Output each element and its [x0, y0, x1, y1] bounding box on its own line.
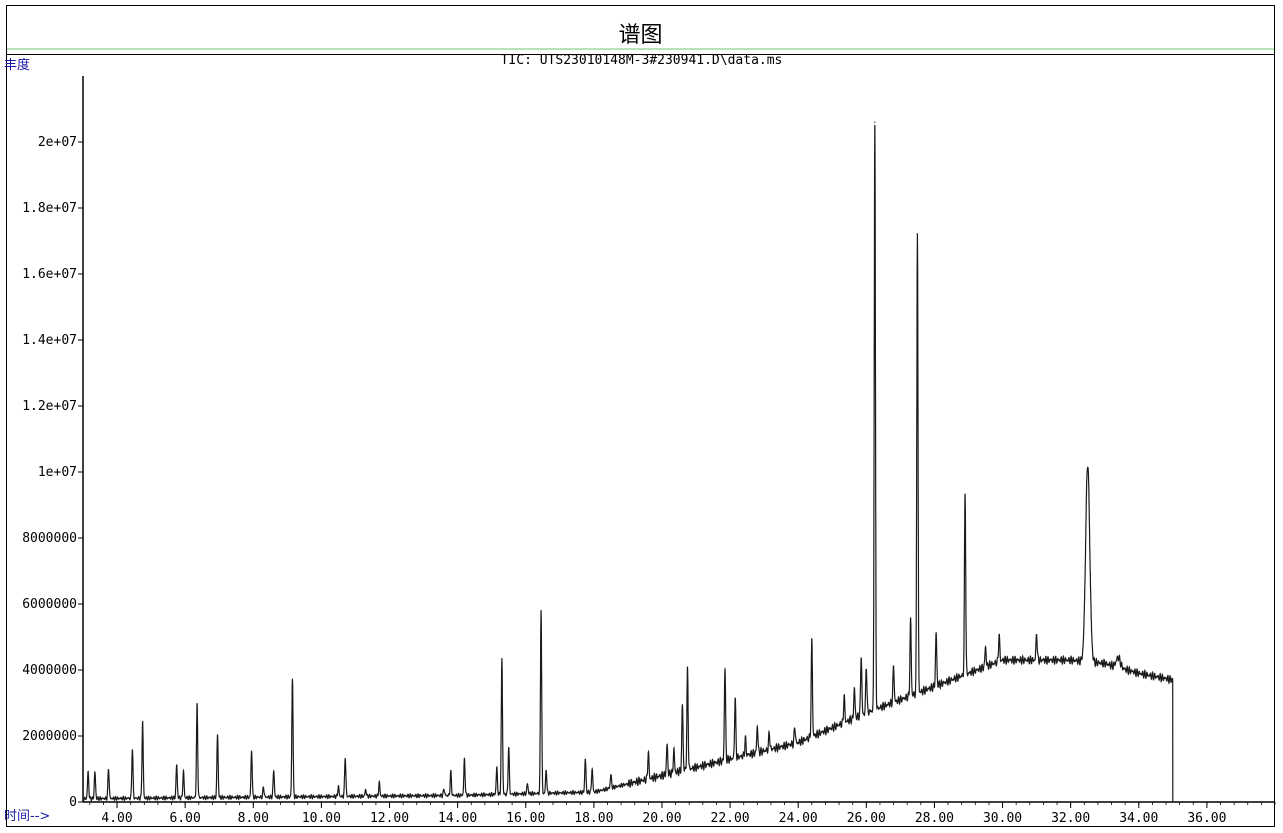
peak-point — [496, 766, 498, 768]
x-tick-label: 34.00 — [1119, 811, 1158, 826]
y-tick-label: 0 — [69, 795, 77, 810]
x-tick-label: 12.00 — [370, 811, 409, 826]
peak-point — [909, 617, 912, 619]
peak-point — [1087, 466, 1089, 469]
x-tick-label: 26.00 — [847, 811, 886, 826]
peak-point — [344, 757, 346, 760]
peak-point — [176, 764, 178, 766]
page-title: 谱图 — [618, 23, 663, 48]
peak-point — [291, 678, 294, 680]
peak-point — [378, 781, 380, 783]
peak-point — [87, 770, 89, 773]
peak-point — [443, 789, 445, 791]
x-tick-label: 22.00 — [711, 811, 750, 826]
peak-point — [768, 732, 770, 734]
chart-frame: 谱图 — [6, 5, 1275, 827]
x-tick-label: 20.00 — [642, 811, 681, 826]
y-tick-label: 1.2e+07 — [22, 399, 77, 414]
y-tick-label: 1e+07 — [38, 465, 77, 480]
peak-point — [591, 768, 593, 770]
x-axis-label: 时间--> — [4, 809, 51, 824]
x-tick-label: 30.00 — [983, 811, 1022, 826]
peak-point — [964, 493, 966, 495]
peak-point — [142, 721, 144, 723]
peak-point — [250, 750, 253, 753]
peak-point — [94, 771, 96, 773]
title-bar: 谱图 — [7, 6, 1274, 55]
peak-point — [450, 769, 452, 772]
y-tick-label: 2e+07 — [38, 135, 77, 150]
x-tick-label: 8.00 — [238, 811, 269, 826]
peak-point — [756, 725, 758, 728]
peak-point — [794, 728, 796, 730]
y-tick-label: 2000000 — [22, 729, 77, 744]
peak-point — [182, 769, 185, 772]
peak-point — [540, 609, 542, 612]
peak-point — [724, 668, 726, 670]
peak-point — [526, 783, 529, 785]
peak-point — [734, 697, 736, 699]
x-tick-label: 4.00 — [101, 811, 132, 826]
peak-point — [501, 657, 503, 660]
y-ticks: 0 2000000 4000000 6000000 8000000 1e+07 1.2e+0… — [22, 135, 83, 810]
peak-point — [337, 785, 340, 787]
peak-point — [865, 668, 867, 671]
peak-point — [874, 121, 876, 123]
peak-point — [916, 233, 919, 235]
y-tick-label: 8000000 — [22, 531, 77, 546]
peak-point — [811, 638, 813, 640]
peak-point — [744, 735, 747, 737]
peak-markers — [87, 121, 1119, 791]
peak-point — [216, 734, 219, 736]
peak-point — [131, 749, 133, 751]
tic-trace — [82, 124, 1174, 803]
x-tick-label: 18.00 — [574, 811, 613, 826]
axes — [82, 76, 1275, 803]
peak-point — [365, 788, 367, 791]
peak-point — [673, 747, 675, 749]
peak-point — [843, 694, 845, 696]
peak-point — [686, 666, 689, 668]
y-tick-label: 1.4e+07 — [22, 333, 77, 348]
x-tick-label: 24.00 — [779, 811, 818, 826]
tic-label: TIC: UTS23010148M-3#230941.D\data.ms — [500, 53, 783, 68]
peak-point — [463, 757, 466, 759]
peak-point — [262, 786, 265, 789]
x-tick-label: 32.00 — [1051, 811, 1090, 826]
y-tick-label: 1.6e+07 — [22, 267, 77, 282]
peak-point — [584, 758, 586, 760]
x-tick-label: 16.00 — [506, 811, 545, 826]
x-tick-label: 10.00 — [302, 811, 341, 826]
x-tick-label: 36.00 — [1187, 811, 1226, 826]
peak-point — [107, 768, 110, 771]
peak-point — [892, 665, 895, 667]
peak-point — [860, 657, 862, 659]
peak-point — [1117, 659, 1119, 662]
peak-point — [196, 702, 198, 705]
peak-point — [273, 770, 275, 772]
separator-line — [7, 48, 1274, 50]
x-tick-label: 6.00 — [170, 811, 201, 826]
peak-point — [998, 633, 1000, 636]
peak-point — [681, 704, 684, 706]
peak-point — [647, 751, 649, 753]
peak-point — [610, 774, 612, 776]
x-ticks: 4.00 6.00 8.00 10.00 12.00 14.00 16.00 18.00 20.… — [89, 802, 1276, 826]
peak-point — [853, 687, 855, 689]
peak-point — [935, 632, 937, 634]
y-tick-label: 4000000 — [22, 663, 77, 678]
peak-point — [666, 743, 668, 746]
peak-point — [984, 646, 987, 648]
x-tick-label: 14.00 — [438, 811, 477, 826]
x-tick-label: 28.00 — [915, 811, 954, 826]
peak-point — [545, 770, 547, 772]
y-axis-label: 丰度 — [4, 58, 31, 73]
peak-point — [508, 747, 510, 749]
y-tick-label: 1.8e+07 — [22, 201, 77, 216]
y-tick-label: 6000000 — [22, 597, 77, 612]
peak-point — [1036, 634, 1038, 636]
